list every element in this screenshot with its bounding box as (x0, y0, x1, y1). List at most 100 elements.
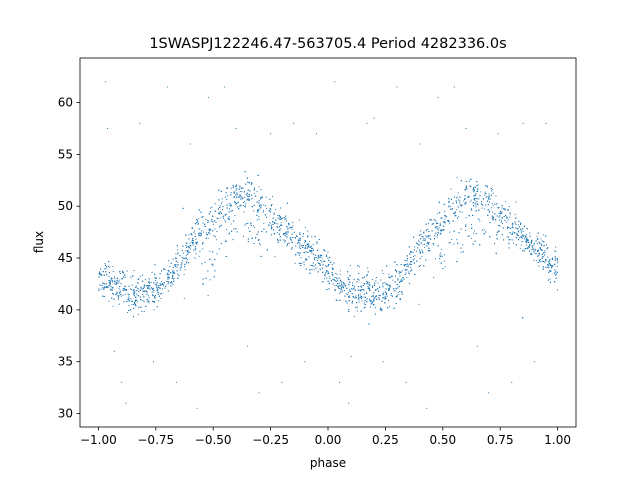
data-point (385, 291, 387, 293)
data-point (160, 283, 161, 285)
data-point (544, 252, 546, 253)
data-point (314, 256, 316, 258)
data-point (336, 299, 338, 301)
data-point (496, 234, 498, 236)
data-point (501, 211, 502, 213)
data-point (322, 281, 324, 283)
data-point (258, 202, 260, 204)
data-point (256, 233, 258, 235)
data-point (222, 206, 224, 208)
data-point (237, 201, 239, 203)
data-point (498, 224, 500, 226)
data-point (253, 189, 255, 191)
data-point (140, 299, 141, 301)
data-point (200, 233, 202, 235)
data-point (527, 247, 529, 249)
data-point (216, 231, 218, 232)
data-point (456, 176, 458, 178)
data-point (489, 210, 490, 212)
data-point (228, 218, 230, 220)
data-point (518, 237, 520, 239)
data-point (548, 267, 550, 269)
data-point (493, 216, 494, 218)
data-point (503, 216, 505, 217)
data-point (239, 185, 241, 187)
data-point (284, 233, 286, 235)
data-point (148, 285, 150, 287)
data-point (108, 285, 110, 287)
data-point (340, 291, 342, 293)
data-point (207, 237, 209, 239)
data-point (375, 289, 377, 291)
data-point (344, 284, 346, 286)
data-point (556, 260, 558, 262)
data-point (415, 242, 417, 244)
data-point (404, 264, 406, 266)
data-point (472, 243, 474, 245)
data-point (454, 211, 456, 213)
data-point (305, 245, 307, 247)
data-point (243, 200, 245, 202)
data-point (207, 220, 209, 221)
data-point (285, 231, 287, 233)
data-point (552, 265, 554, 267)
data-point (369, 284, 371, 286)
data-point (147, 299, 149, 301)
data-point (466, 188, 468, 190)
x-tick-label: 0.75 (487, 433, 514, 447)
data-point (508, 209, 509, 211)
data-point (226, 207, 228, 209)
data-point (232, 186, 234, 188)
data-point (98, 288, 100, 290)
data-point (419, 252, 421, 254)
data-point (260, 197, 262, 199)
data-point (366, 283, 368, 285)
data-point (332, 274, 334, 276)
data-point (277, 239, 279, 241)
data-point (348, 289, 350, 291)
data-point (136, 290, 138, 291)
data-point (377, 282, 379, 284)
data-point (326, 255, 328, 257)
data-point (347, 292, 349, 294)
data-point (166, 86, 168, 88)
data-point (427, 235, 429, 237)
data-point (243, 235, 244, 237)
data-point (130, 298, 132, 300)
data-point (162, 283, 164, 285)
data-point (156, 306, 158, 308)
data-point (226, 187, 228, 189)
data-point (298, 246, 300, 248)
data-point (272, 217, 274, 219)
data-point (183, 274, 185, 275)
data-point (347, 278, 349, 280)
data-point (336, 285, 338, 286)
data-point (139, 296, 141, 298)
data-point (554, 259, 556, 261)
data-point (273, 214, 275, 215)
data-point (139, 275, 141, 277)
data-point (118, 279, 120, 281)
data-point (285, 218, 287, 220)
data-point (532, 245, 534, 247)
data-point (388, 287, 390, 289)
data-point (438, 201, 440, 203)
data-point (185, 257, 187, 259)
data-point (389, 285, 390, 287)
data-point (364, 300, 366, 302)
data-point (548, 264, 549, 266)
data-point (184, 269, 186, 271)
data-point (259, 205, 261, 207)
y-tick-label: 60 (58, 96, 73, 110)
data-point (364, 296, 366, 298)
data-point (428, 243, 429, 245)
data-point (426, 236, 428, 238)
data-point (526, 239, 528, 241)
data-point (253, 192, 255, 194)
data-point (154, 264, 156, 266)
data-point (109, 281, 111, 283)
data-point (319, 254, 321, 256)
data-point (538, 265, 540, 267)
data-point (146, 291, 148, 293)
data-point (321, 261, 323, 263)
